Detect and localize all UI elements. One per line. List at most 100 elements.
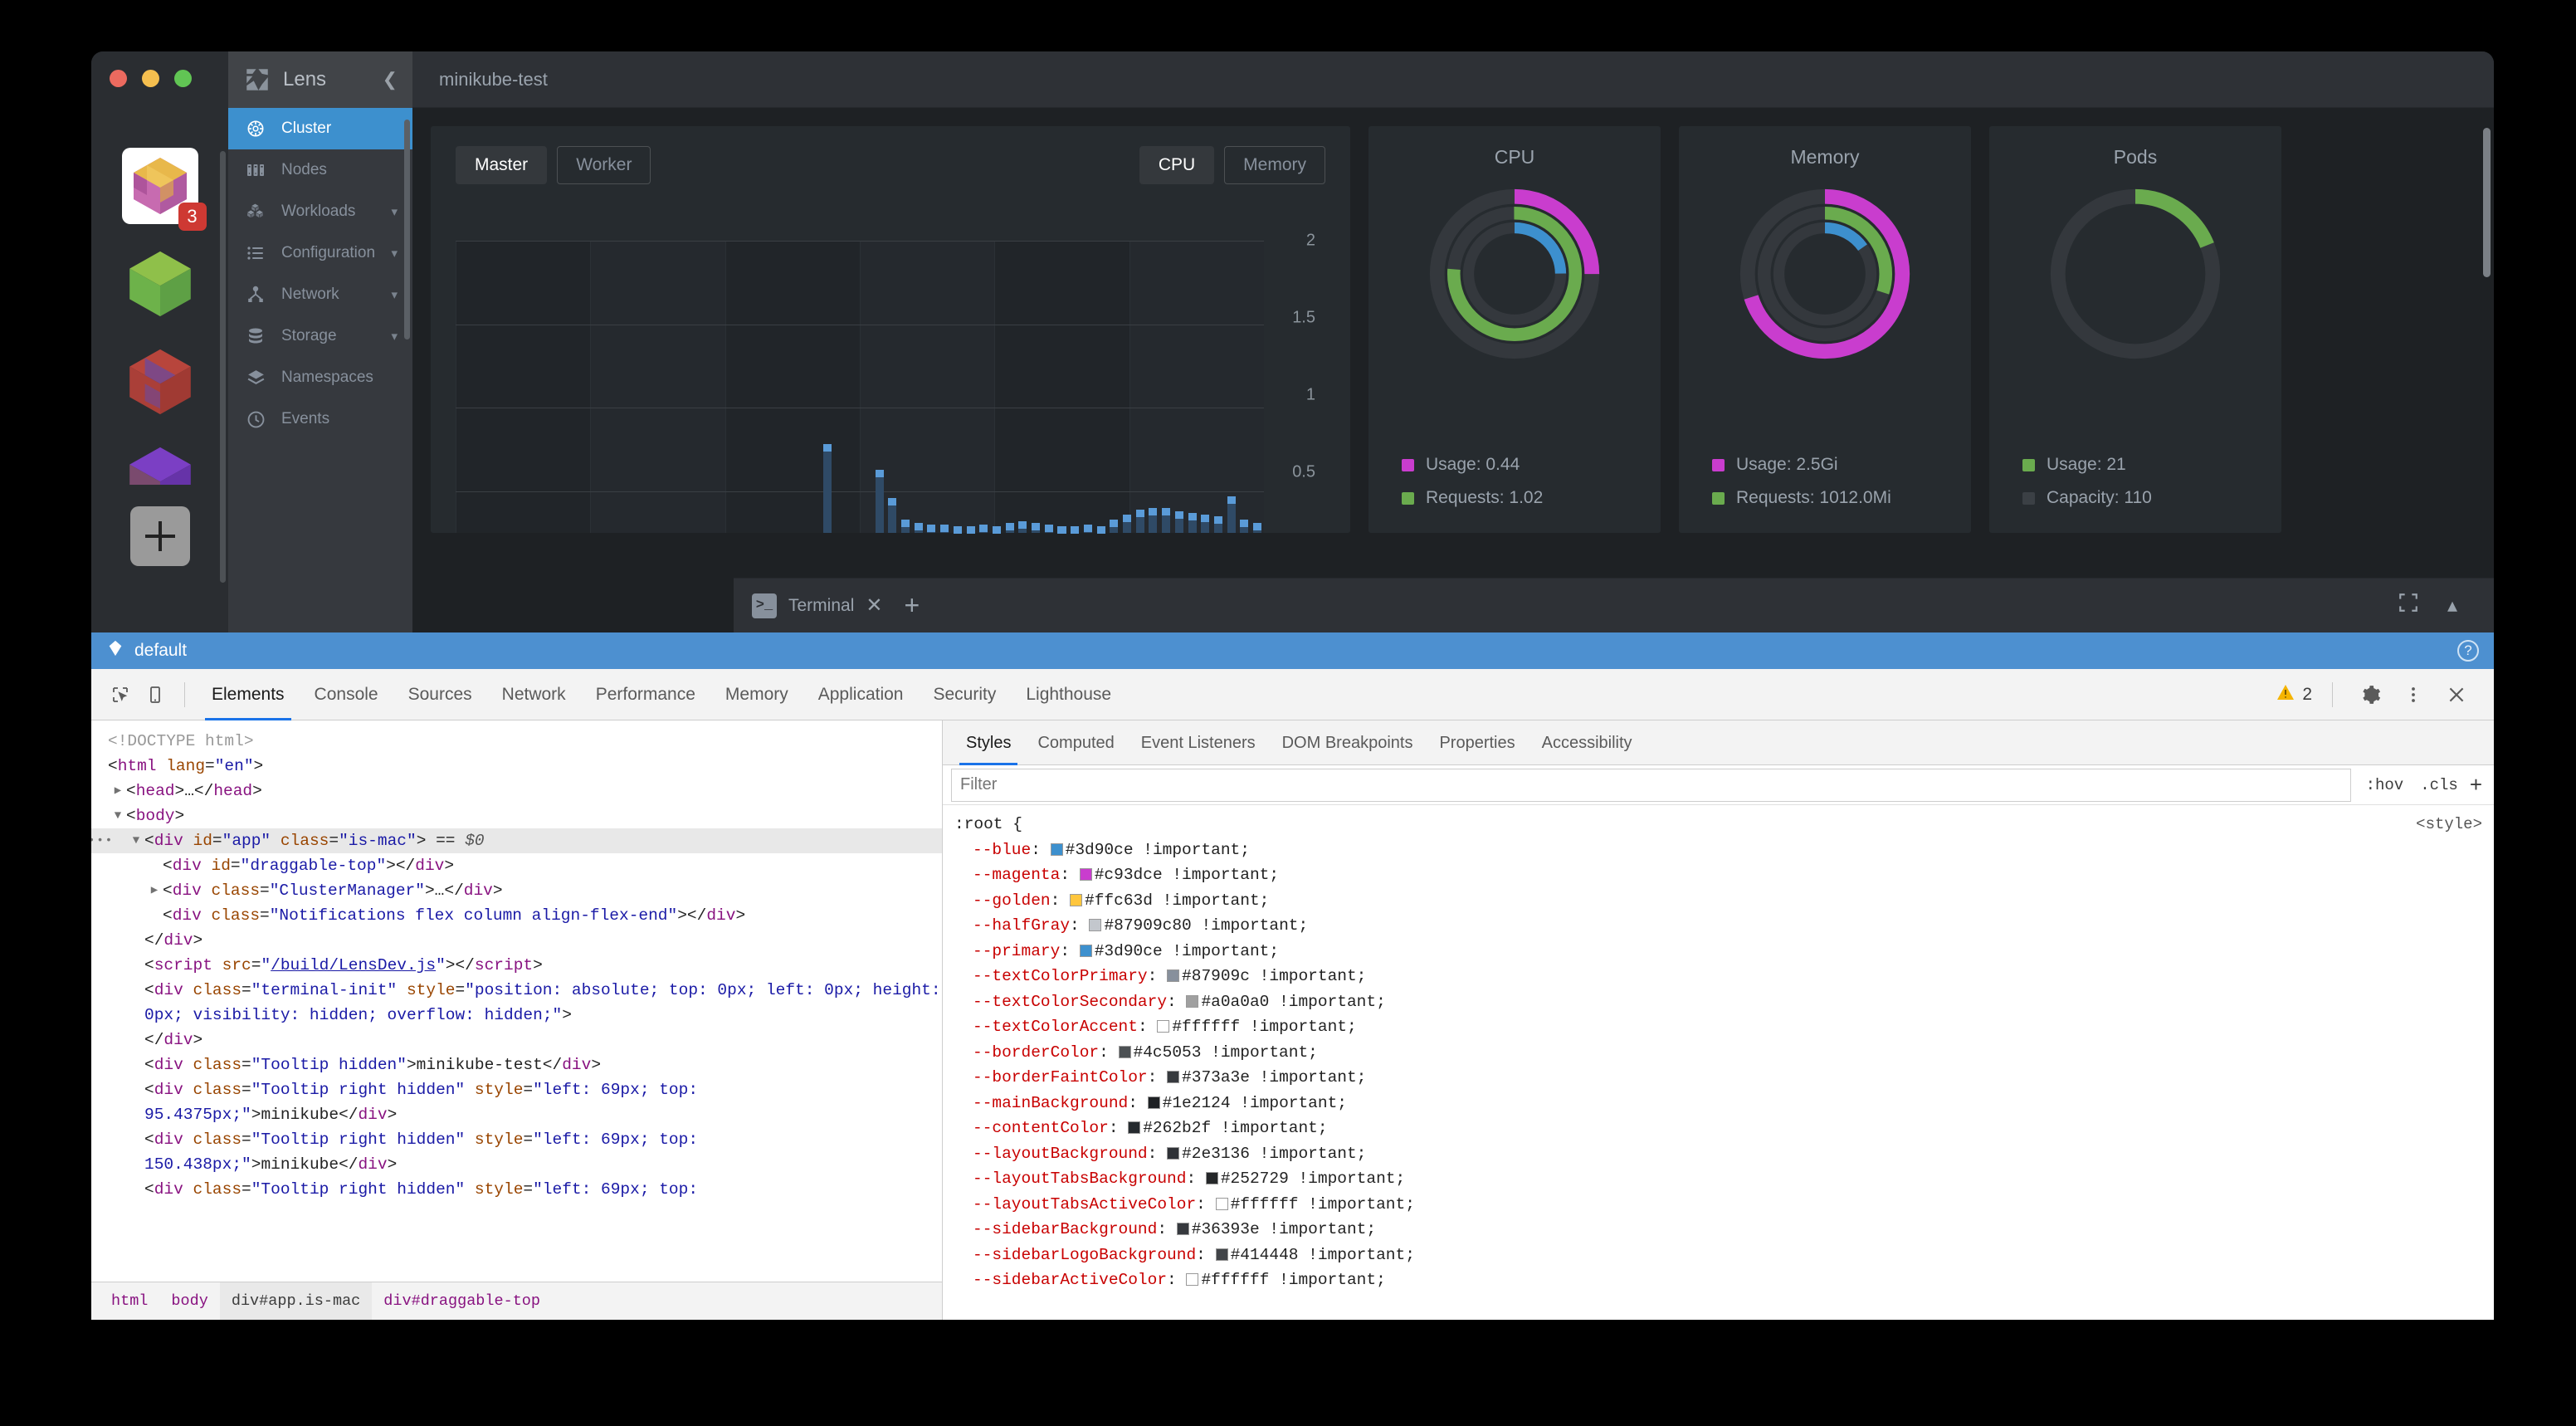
- tab-sources[interactable]: Sources: [407, 684, 472, 704]
- css-declaration[interactable]: --layoutBackground: #2e3136 !important;: [943, 1141, 2494, 1167]
- css-property-value[interactable]: #4c5053 !important;: [1133, 1043, 1318, 1062]
- collapse-twisty-icon[interactable]: ▼: [132, 834, 140, 847]
- css-declaration[interactable]: --sidebarBackground: #36393e !important;: [943, 1217, 2494, 1243]
- tab-properties[interactable]: Properties: [1439, 733, 1515, 752]
- dom-node-line[interactable]: <div class="Tooltip right hidden" style=…: [91, 1127, 942, 1177]
- css-property-value[interactable]: #2e3136 !important;: [1182, 1144, 1367, 1163]
- cluster-icon-red[interactable]: [122, 344, 198, 420]
- css-declaration[interactable]: --borderFaintColor: #373a3e !important;: [943, 1065, 2494, 1091]
- terminal-tab[interactable]: >_ Terminal ✕: [752, 593, 882, 618]
- color-swatch-icon[interactable]: [1186, 994, 1199, 1008]
- css-property-name[interactable]: --layoutBackground: [973, 1144, 1148, 1163]
- css-declaration[interactable]: --halfGray: #87909c80 !important;: [943, 913, 2494, 939]
- css-property-name[interactable]: --blue: [973, 840, 1032, 859]
- dom-node-line[interactable]: <div class="Tooltip right hidden" style=…: [91, 1177, 942, 1202]
- color-swatch-icon[interactable]: [1070, 893, 1083, 906]
- color-swatch-icon[interactable]: [1167, 969, 1180, 982]
- fullscreen-icon[interactable]: [2398, 592, 2419, 619]
- dom-ellipsis-button[interactable]: •••: [91, 834, 115, 847]
- css-declaration[interactable]: --textColorSecondary: #a0a0a0 !important…: [943, 989, 2494, 1015]
- css-property-name[interactable]: --layoutTabsBackground: [973, 1170, 1187, 1188]
- color-swatch-icon[interactable]: [1167, 1071, 1180, 1083]
- chevron-down-icon[interactable]: ▾: [391, 330, 398, 344]
- css-declaration[interactable]: --textColorPrimary: #87909c !important;: [943, 964, 2494, 989]
- css-declaration[interactable]: --golden: #ffc63d !important;: [943, 888, 2494, 914]
- chevron-down-icon[interactable]: ▾: [391, 205, 398, 219]
- sidebar-item-events[interactable]: Events: [228, 398, 412, 440]
- dom-node-line[interactable]: <div class="Tooltip hidden">minikube-tes…: [91, 1052, 942, 1077]
- color-swatch-icon[interactable]: [1186, 1273, 1199, 1286]
- chevron-down-icon[interactable]: ▾: [391, 247, 398, 261]
- css-declaration[interactable]: --blue: #3d90ce !important;: [943, 838, 2494, 863]
- css-declaration[interactable]: --layoutTabsBackground: #252729 !importa…: [943, 1166, 2494, 1192]
- css-property-name[interactable]: --layoutTabsActiveColor: [973, 1194, 1197, 1214]
- color-swatch-icon[interactable]: [1205, 1172, 1218, 1184]
- css-property-name[interactable]: --textColorPrimary: [973, 967, 1148, 985]
- expand-twisty-icon[interactable]: ▶: [114, 784, 122, 798]
- css-property-value[interactable]: #3d90ce !important;: [1094, 941, 1280, 960]
- css-property-name[interactable]: --textColorSecondary: [973, 992, 1168, 1011]
- css-property-name[interactable]: --borderFaintColor: [973, 1068, 1148, 1087]
- css-declaration[interactable]: --primary: #3d90ce !important;: [943, 939, 2494, 965]
- css-property-name[interactable]: --textColorAccent: [973, 1018, 1138, 1036]
- css-property-value[interactable]: #373a3e !important;: [1182, 1068, 1367, 1087]
- tab-lighthouse[interactable]: Lighthouse: [1026, 684, 1112, 704]
- collapse-twisty-icon[interactable]: ▼: [114, 809, 122, 823]
- sidebar-item-cluster[interactable]: Cluster: [228, 108, 412, 149]
- warning-count-button[interactable]: 2: [2276, 682, 2312, 707]
- chevron-up-icon[interactable]: ▴: [2447, 594, 2457, 617]
- css-property-value[interactable]: #87909c80 !important;: [1104, 916, 1309, 935]
- style-origin-link[interactable]: <style>: [2416, 815, 2482, 833]
- css-property-value[interactable]: #ffffff !important;: [1201, 1271, 1386, 1289]
- css-property-name[interactable]: --golden: [973, 891, 1051, 910]
- device-toolbar-icon[interactable]: [138, 677, 173, 712]
- tab-security[interactable]: Security: [933, 684, 997, 704]
- css-declaration[interactable]: --contentColor: #262b2f !important;: [943, 1116, 2494, 1141]
- color-swatch-icon[interactable]: [1079, 944, 1092, 957]
- tab-network[interactable]: Network: [501, 684, 566, 704]
- plus-icon[interactable]: +: [904, 590, 920, 620]
- css-property-name[interactable]: --borderColor: [973, 1043, 1100, 1062]
- dom-node-line[interactable]: <div class="terminal-init" style="positi…: [91, 978, 942, 1028]
- new-style-rule-button[interactable]: +: [2469, 772, 2482, 797]
- css-property-value[interactable]: #ffffff !important;: [1172, 1018, 1357, 1036]
- dom-node-line[interactable]: <script src="/build/LensDev.js"></script…: [91, 953, 942, 978]
- cluster-icon-purple[interactable]: [122, 442, 198, 485]
- css-declaration[interactable]: --sidebarActiveColor: #ffffff !important…: [943, 1267, 2494, 1293]
- chevron-left-icon[interactable]: ❮: [382, 69, 398, 90]
- more-vertical-icon[interactable]: [2396, 677, 2431, 712]
- css-property-value[interactable]: #ffffff !important;: [1230, 1194, 1415, 1214]
- color-swatch-icon[interactable]: [1089, 919, 1102, 931]
- color-swatch-icon[interactable]: [1050, 842, 1063, 856]
- gear-icon[interactable]: [2353, 677, 2388, 712]
- color-swatch-icon[interactable]: [1157, 1020, 1170, 1033]
- css-property-value[interactable]: #1e2124 !important;: [1162, 1093, 1347, 1112]
- cluster-icon-minikube-test[interactable]: 3: [121, 148, 207, 231]
- sidebar-item-nodes[interactable]: Nodes: [228, 149, 412, 191]
- breadcrumb-item[interactable]: div#draggable-top: [383, 1292, 541, 1310]
- sidebar-scrollbar[interactable]: [404, 120, 410, 339]
- breadcrumb-item[interactable]: html: [111, 1292, 149, 1310]
- css-property-name[interactable]: --magenta: [973, 866, 1061, 884]
- close-icon[interactable]: [2439, 677, 2474, 712]
- css-property-name[interactable]: --contentColor: [973, 1119, 1109, 1137]
- sidebar-item-network[interactable]: Network ▾: [228, 274, 412, 315]
- tab-elements[interactable]: Elements: [197, 669, 300, 720]
- cls-toggle-button[interactable]: .cls: [2420, 775, 2458, 794]
- cluster-rail-scrollbar[interactable]: [220, 151, 226, 583]
- css-property-name[interactable]: --halfGray: [973, 916, 1071, 935]
- css-declaration[interactable]: --borderColor: #4c5053 !important;: [943, 1040, 2494, 1066]
- css-property-value[interactable]: #414448 !important;: [1230, 1245, 1415, 1264]
- close-window-button[interactable]: [110, 70, 127, 87]
- color-swatch-icon[interactable]: [1215, 1248, 1228, 1261]
- sidebar-item-workloads[interactable]: Workloads ▾: [228, 191, 412, 232]
- tab-event-listeners[interactable]: Event Listeners: [1140, 733, 1256, 752]
- breadcrumb-item[interactable]: div#app.is-mac: [219, 1282, 373, 1320]
- breadcrumb-item[interactable]: body: [171, 1292, 208, 1310]
- dom-node-line[interactable]: ▼ <body>: [91, 803, 942, 828]
- dom-tree[interactable]: <!DOCTYPE html> <html lang="en"> ▶ <head>…<…: [91, 720, 942, 1268]
- maximize-window-button[interactable]: [174, 70, 192, 87]
- dom-node-line[interactable]: </div>: [91, 1028, 942, 1052]
- cpu-usage-chart[interactable]: 2 1.5 1 0.5: [456, 219, 1325, 534]
- color-swatch-icon[interactable]: [1128, 1121, 1141, 1134]
